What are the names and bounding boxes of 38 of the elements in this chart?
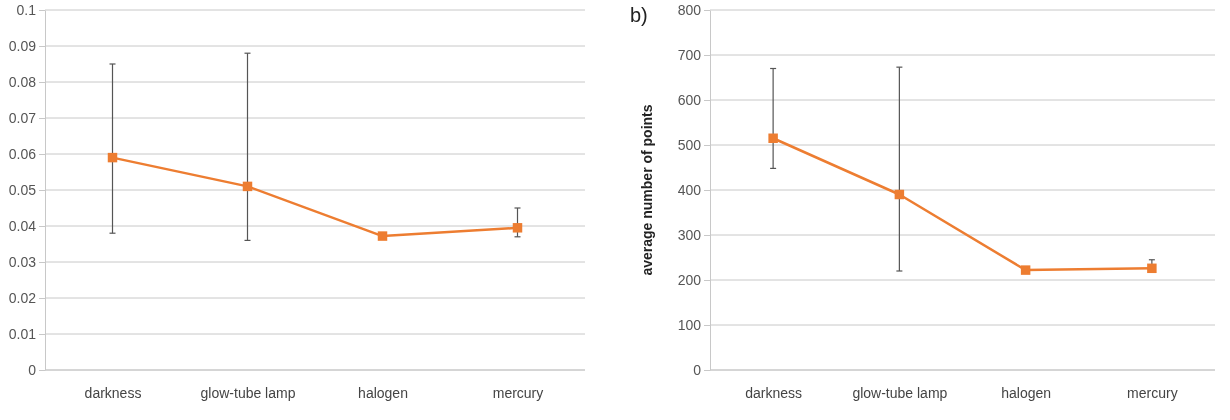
point [1020,265,1031,275]
y-axis-title: average number of points [639,104,655,276]
y-tick-label: 700 [677,46,702,63]
y-tick-label: 100 [677,316,702,333]
x-tick-label: glow-tube lamp [852,384,948,401]
point [512,223,523,233]
y-tick-label: 600 [677,91,702,108]
y-tick-label: 0.08 [8,73,37,90]
x-tick-label: mercury [492,384,544,401]
y-tick-label: 800 [677,1,702,18]
point [377,231,388,241]
point [894,189,905,200]
y-tick-label: 0.06 [8,145,37,162]
y-tick-label: 0 [28,361,37,378]
x-tick-label: glow-tube lamp [200,384,296,401]
y-tick-label: 0.02 [8,289,37,306]
point [768,133,778,143]
y-tick-label: 400 [677,181,702,198]
y-tick-label: 0.07 [8,109,37,126]
y-tick-label: 0.1 [16,1,37,18]
x-tick-label: halogen [1001,384,1052,401]
x-tick-label: darkness [84,384,142,401]
y-tick-label: 300 [677,226,702,243]
point [242,181,253,192]
point [107,152,118,163]
y-tick-label: 0.05 [8,181,37,198]
y-tick-label: 0 [693,361,702,378]
text: b) [630,4,648,26]
y-tick-label: 0.09 [8,37,37,54]
y-tick-label: 0.03 [8,253,37,270]
x-tick-label: halogen [358,384,408,401]
point [1147,263,1157,274]
y-tick-label: 500 [677,136,702,153]
x-tick-label: mercury [1127,384,1178,401]
x-tick-label: darkness [745,384,803,401]
y-tick-label: 200 [677,271,702,288]
y-tick-label: 0.01 [8,325,37,342]
y-tick-label: 0.04 [8,217,37,234]
